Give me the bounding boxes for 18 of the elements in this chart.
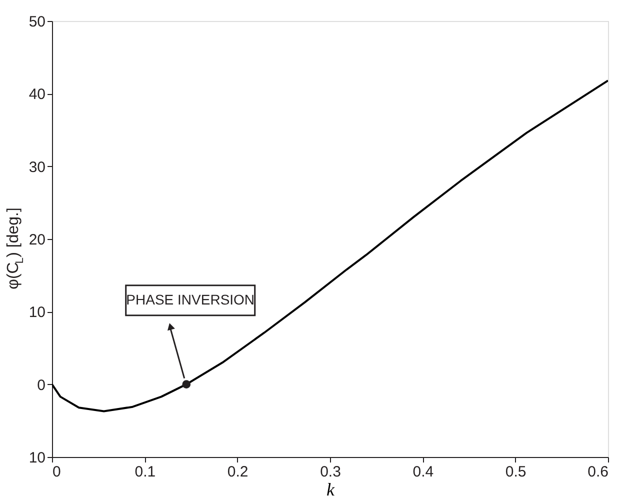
y-tick-label: 10 — [28, 304, 46, 322]
y-tick-label: 30 — [28, 158, 46, 176]
x-tick-label: 0.2 — [227, 464, 248, 480]
annotation: PHASE INVERSION — [126, 291, 255, 308]
x-tick-label: 0.6 — [588, 464, 608, 480]
x-tick-label: 0.3 — [320, 464, 341, 480]
y-tick-label: 40 — [28, 86, 46, 104]
y-axis-title: φ(CL) [deg.] — [5, 208, 26, 290]
x-axis-title: k — [326, 480, 336, 500]
x-tick-label: 0.5 — [505, 464, 526, 480]
y-tick-label: 20 — [28, 232, 46, 248]
x-tick-label: 0.4 — [412, 464, 434, 480]
y-tick-label: 10 — [28, 450, 46, 466]
x-tick-label: 0 — [52, 464, 61, 480]
y-tick-label: 0 — [37, 376, 46, 394]
x-tick-label: 0.1 — [134, 464, 156, 480]
y-tick-label: 50 — [28, 14, 46, 30]
line-series — [52, 80, 608, 412]
